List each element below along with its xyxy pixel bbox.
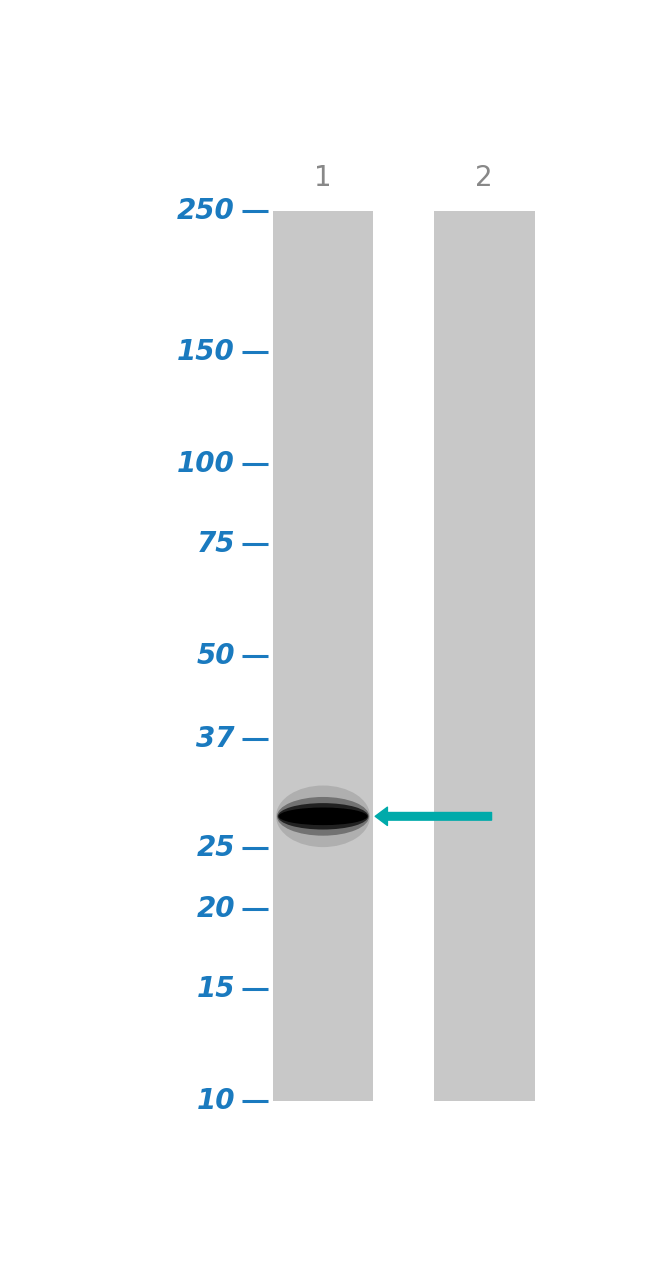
Ellipse shape bbox=[277, 798, 369, 836]
Ellipse shape bbox=[278, 803, 369, 829]
Text: 20: 20 bbox=[196, 895, 235, 923]
Text: 250: 250 bbox=[177, 197, 235, 225]
Bar bbox=[273, 211, 374, 1101]
Ellipse shape bbox=[276, 786, 370, 847]
Text: 1: 1 bbox=[314, 164, 332, 192]
Text: 100: 100 bbox=[177, 451, 235, 479]
Text: 50: 50 bbox=[196, 643, 235, 671]
Text: 15: 15 bbox=[196, 975, 235, 1003]
Ellipse shape bbox=[279, 808, 367, 826]
Text: 25: 25 bbox=[196, 833, 235, 861]
Text: 2: 2 bbox=[475, 164, 493, 192]
Text: 10: 10 bbox=[196, 1087, 235, 1115]
Text: 75: 75 bbox=[196, 530, 235, 558]
Text: 150: 150 bbox=[177, 338, 235, 366]
Bar bbox=[434, 211, 535, 1101]
Text: 37: 37 bbox=[196, 725, 235, 753]
